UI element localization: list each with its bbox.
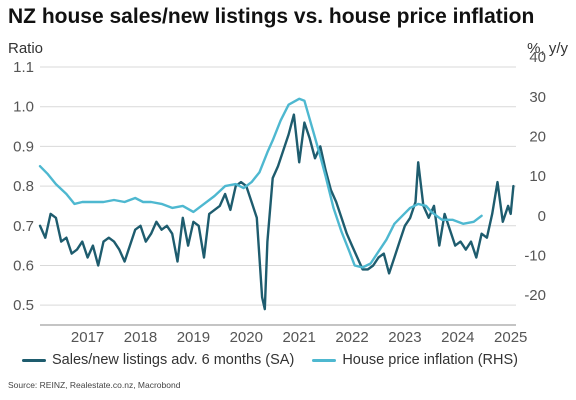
left-tick-label: 0.7	[13, 218, 34, 235]
legend: Sales/new listings adv. 6 months (SA) Ho…	[22, 352, 518, 368]
left-axis-label: Ratio	[8, 40, 44, 57]
right-tick-label: 0	[538, 208, 546, 225]
chart-title: NZ house sales/new listings vs. house pr…	[8, 5, 535, 28]
x-tick-label: 2022	[335, 329, 368, 346]
x-tick-label: 2017	[71, 329, 104, 346]
legend-label-sales-listings: Sales/new listings adv. 6 months (SA)	[52, 352, 295, 368]
legend-label-house-price-inflation: House price inflation (RHS)	[342, 352, 518, 368]
right-tick-label: 40	[529, 49, 546, 66]
x-tick-label: 2021	[282, 329, 315, 346]
legend-swatch-house-price-inflation	[312, 358, 337, 362]
x-tick-label: 2020	[230, 329, 263, 346]
left-tick-label: 0.5	[13, 297, 34, 314]
legend-item-sales-listings: Sales/new listings adv. 6 months (SA)	[22, 352, 294, 368]
right-tick-label: -20	[524, 287, 546, 304]
x-tick-label: 2019	[177, 329, 210, 346]
right-tick-label: 10	[529, 168, 546, 185]
legend-item-house-price-inflation: House price inflation (RHS)	[312, 352, 518, 368]
right-tick-label: -10	[524, 248, 546, 265]
source-note: Source: REINZ, Realestate.co.nz, Macrobo…	[8, 380, 181, 390]
right-axis-label: %, y/y	[527, 40, 568, 57]
series-line-sales-listings	[38, 113, 515, 311]
legend-swatch-sales-listings	[22, 358, 46, 362]
left-tick-label: 0.6	[13, 257, 34, 274]
right-tick-label: 20	[529, 128, 546, 145]
x-tick-label: 2024	[441, 329, 474, 346]
left-tick-label: 1.0	[13, 99, 34, 116]
right-tick-label: 30	[529, 89, 546, 106]
x-tick-label: 2025	[494, 329, 527, 346]
left-tick-label: 1.1	[13, 59, 34, 76]
x-tick-label: 2018	[124, 329, 157, 346]
x-tick-label: 2023	[388, 329, 421, 346]
left-tick-label: 0.9	[13, 138, 34, 155]
series-line-house-price-inflation	[38, 97, 483, 269]
left-tick-label: 0.8	[13, 178, 34, 195]
